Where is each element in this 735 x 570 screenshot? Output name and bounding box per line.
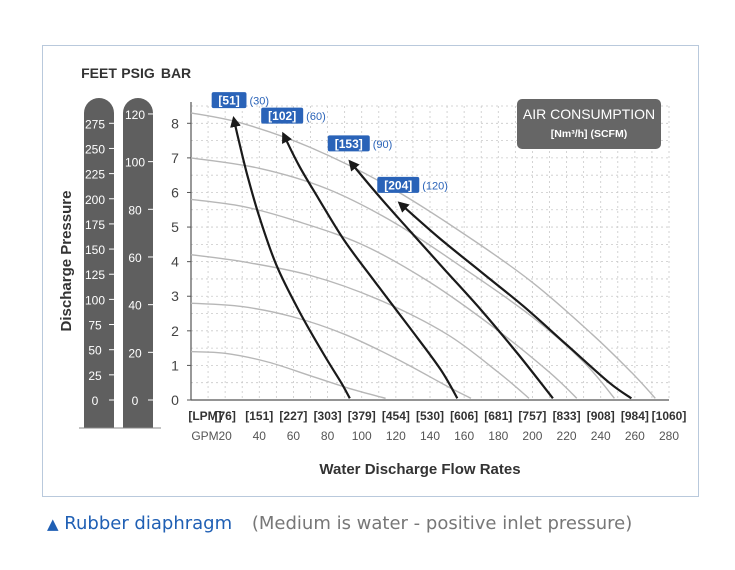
air-label-main: [51] [218,94,239,108]
x-secondary-tick-label: [454] [382,409,410,423]
x-tick-label: 260 [625,429,645,443]
air-curve-label: [102] (60) [261,107,326,124]
air-label-sub: (30) [249,96,269,108]
y-tick-label: 0 [171,392,179,408]
air-curve-label: [204] (120) [377,176,448,193]
psig-tick-label: 100 [125,156,145,170]
caption-note: (Medium is water - positive inlet pressu… [251,513,633,534]
x-tick-label: 40 [253,429,267,443]
x-tick-label: 240 [591,429,611,443]
x-unit-label: GPM [191,429,218,443]
x-tick-label: 220 [557,429,577,443]
air-label-sub: (120) [422,180,448,192]
x-tick-label: 160 [454,429,474,443]
feet-tick-label: 200 [85,193,105,207]
air-curve [348,159,554,399]
air-label-main: [153] [335,137,363,151]
air-label-sub: (90) [373,139,393,151]
legend-box [517,99,661,149]
y-tick-label: 8 [171,115,179,131]
feet-header: FEET [81,65,117,81]
psig-tick-label: 0 [132,394,139,408]
feet-tick-label: 150 [85,243,105,257]
psig-tick-label: 40 [128,299,142,313]
psig-scale-pill [123,98,153,428]
caption: ▲ Rubber diaphragm (Medium is water - po… [47,513,632,534]
y-tick-label: 2 [171,323,179,339]
feet-tick-label: 0 [92,394,99,408]
air-label-box [327,135,370,152]
psig-tick-label: 60 [128,251,142,265]
x-tick-label: 20 [218,429,232,443]
air-curve [282,131,459,399]
x-tick-label: 60 [287,429,301,443]
air-label-box [261,107,304,124]
x-secondary-tick-label: [530] [416,409,444,423]
air-curve-label: [153] (90) [327,135,393,152]
pressure-curve [190,254,530,399]
bar-header: BAR [161,65,191,81]
x-secondary-tick-label: [984] [621,409,649,423]
x-tick-label: 120 [386,429,406,443]
feet-tick-label: 25 [88,369,102,383]
x-secondary-tick-label: [151] [245,409,273,423]
air-label-box [377,176,420,193]
x-secondary-tick-label: [76] [214,409,235,423]
chart-frame: 0 1 2 3 4 5 6 7 8 [LPM] GPM 20 [76] 40 [151] 60 [227] 80[… [42,45,699,497]
legend-subtitle: [Nm³/h] (SCFM) [551,128,627,140]
x-tick-label: 180 [488,429,508,443]
pressure-curve [190,302,472,399]
pressure-curve [190,112,656,399]
x-secondary-tick-label: [303] [314,409,342,423]
y-tick-label: 5 [171,219,179,235]
x-secondary-tick-label: [833] [553,409,581,423]
air-label-main: [204] [384,178,412,192]
feet-tick-label: 175 [85,218,105,232]
x-secondary-tick-label: [757] [518,409,546,423]
psig-tick-label: 20 [128,346,142,360]
pressure-curve [190,198,578,399]
x-secondary-tick-label: [227] [279,409,307,423]
air-curve [397,201,633,400]
x-secondary-tick-label: [1060] [652,409,687,423]
y-tick-label: 7 [171,150,179,166]
y-tick-label: 6 [171,184,179,200]
psig-tick-label: 80 [128,203,142,217]
feet-tick-label: 50 [88,344,102,358]
feet-tick-label: 250 [85,142,105,156]
air-curve-label: [51] (30) [211,92,269,109]
feet-tick-label: 75 [88,319,102,333]
feet-tick-label: 225 [85,168,105,182]
air-label-sub: (60) [306,111,326,123]
air-label-main: [102] [268,109,296,123]
psig-header: PSIG [121,65,155,81]
feet-scale-pill [84,98,114,428]
legend-title: AIR CONSUMPTION [523,106,655,122]
y-tick-label: 1 [171,357,179,373]
feet-tick-label: 125 [85,268,105,282]
triangle-icon: ▲ [47,515,59,533]
y-tick-label: 3 [171,288,179,304]
x-secondary-tick-label: [908] [587,409,615,423]
y-tick-label: 4 [171,254,179,270]
x-tick-label: 200 [522,429,542,443]
x-tick-label: 80 [321,429,335,443]
x-secondary-tick-label: [681] [484,409,512,423]
x-tick-label: 280 [659,429,679,443]
x-tick-label: 140 [420,429,440,443]
air-label-box [211,92,247,109]
pressure-curve [190,350,386,399]
air-curve [230,115,351,399]
y-axis-title: Discharge Pressure [58,191,75,332]
x-tick-label: 100 [352,429,372,443]
x-secondary-unit-label: [LPM] [188,409,221,423]
caption-material: Rubber diaphragm [64,513,233,534]
psig-tick-label: 120 [125,108,145,122]
feet-tick-label: 275 [85,117,105,131]
x-axis-title: Water Discharge Flow Rates [319,461,520,478]
x-secondary-tick-label: [606] [450,409,478,423]
x-secondary-tick-label: [379] [348,409,376,423]
feet-tick-label: 100 [85,293,105,307]
